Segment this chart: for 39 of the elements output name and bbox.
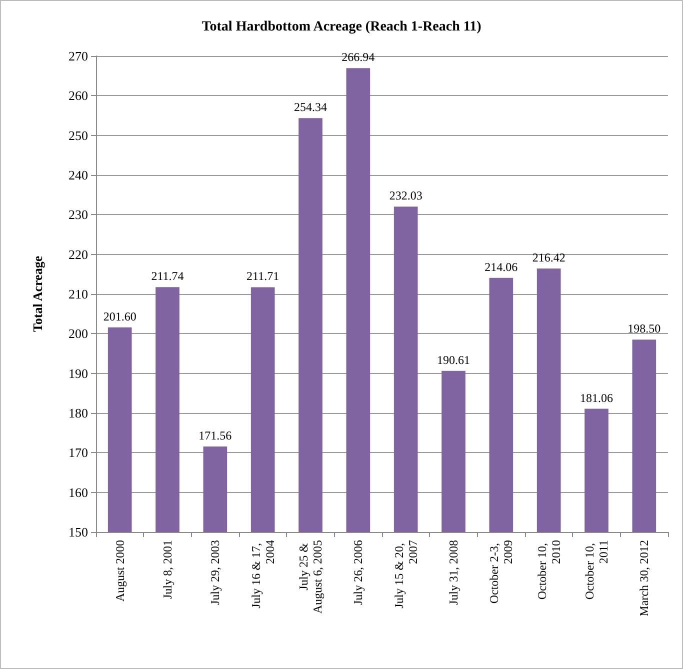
y-tick-label: 190: [68, 366, 88, 381]
x-tick-label: October 10, 2010: [534, 540, 563, 600]
y-tick-label: 230: [68, 207, 88, 222]
y-tick-label: 150: [68, 524, 88, 540]
data-label: 201.60: [103, 309, 136, 324]
data-label: 266.94: [342, 50, 375, 64]
x-tick-label: July 26, 2006: [351, 540, 366, 606]
x-tick-label: July 25 & August 6, 2005: [296, 540, 324, 614]
y-axis-title: Total Acreage: [30, 256, 45, 332]
data-label: 190.61: [437, 352, 470, 367]
data-label: 232.03: [389, 188, 422, 203]
x-tick-label: July 8, 2001: [160, 540, 174, 600]
x-tick-label: July 31, 2008: [446, 540, 460, 606]
data-label: 254.34: [294, 100, 327, 114]
y-tick-label: 160: [68, 484, 88, 500]
x-tick-label: August 2000: [112, 540, 127, 602]
data-label: 216.42: [532, 250, 566, 265]
x-tick-label: October 2-3, 2009: [487, 540, 516, 604]
data-label: 214.06: [484, 260, 518, 274]
y-tick-label: 250: [68, 128, 88, 143]
y-tick-label: 200: [68, 326, 88, 342]
data-label: 171.56: [198, 428, 232, 442]
y-tick-label: 240: [68, 168, 88, 182]
y-tick-label: 210: [68, 286, 88, 302]
data-label: 198.50: [628, 322, 661, 336]
x-tick-label: July 29, 2003: [208, 540, 222, 606]
chart-title: Total Hardbottom Acreage (Reach 1-Reach 11): [202, 20, 482, 34]
y-tick-label: 270: [68, 48, 88, 64]
data-label: 181.06: [580, 390, 613, 405]
data-label: 211.71: [246, 269, 280, 284]
y-tick-label: 180: [68, 406, 88, 420]
x-tick-label: July 15 & 20, 2007: [392, 540, 420, 608]
y-tick-label: 220: [68, 246, 88, 262]
y-tick-label: 170: [68, 445, 88, 460]
y-tick-label: 260: [68, 88, 88, 104]
x-tick-label: October 10, 2011: [582, 540, 610, 600]
x-tick-label: March 30, 2012: [637, 540, 652, 616]
x-tick-label: July 16 & 17, 2004: [248, 540, 277, 608]
data-label: 211.74: [151, 269, 184, 284]
